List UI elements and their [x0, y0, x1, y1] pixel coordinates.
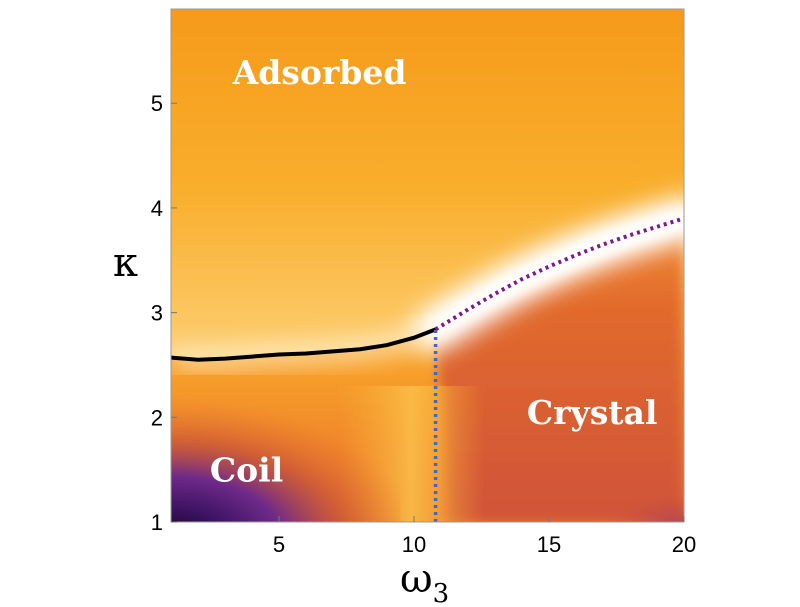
region-label-coil: Coil	[210, 451, 283, 490]
x-tick-label: 10	[402, 532, 426, 557]
x-axis-label-subscript: 3	[433, 579, 450, 607]
plot-frame	[170, 8, 685, 523]
y-tick-label: 5	[151, 91, 163, 116]
y-tick-label: 2	[151, 405, 163, 430]
y-tick-label: 3	[151, 301, 163, 326]
ridge-core	[426, 209, 684, 339]
crystal-purple-fill	[508, 448, 684, 522]
y-tick-label: 1	[151, 510, 163, 535]
axis-ticks: 5 10 15 20 1 2 3 4 5	[151, 91, 696, 557]
heatmap-background	[171, 9, 684, 522]
x-tick-label: 5	[273, 532, 285, 557]
transition-lines	[171, 216, 684, 522]
x-tick-label: 20	[672, 532, 696, 557]
y-axis-label: κ	[113, 240, 138, 286]
x-axis-label: ω3	[400, 556, 449, 607]
coil-adsorbed-line	[171, 327, 438, 362]
region-label-adsorbed: Adsorbed	[232, 53, 407, 92]
crystal-region-fill	[435, 218, 684, 522]
x-tick-label: 15	[537, 532, 561, 557]
x-axis-label-main: ω	[400, 556, 433, 602]
coil-region-fill	[171, 396, 401, 522]
region-label-crystal: Crystal	[527, 393, 658, 432]
region-labels: Adsorbed Coil Crystal	[210, 53, 658, 490]
y-tick-label: 4	[151, 196, 163, 221]
